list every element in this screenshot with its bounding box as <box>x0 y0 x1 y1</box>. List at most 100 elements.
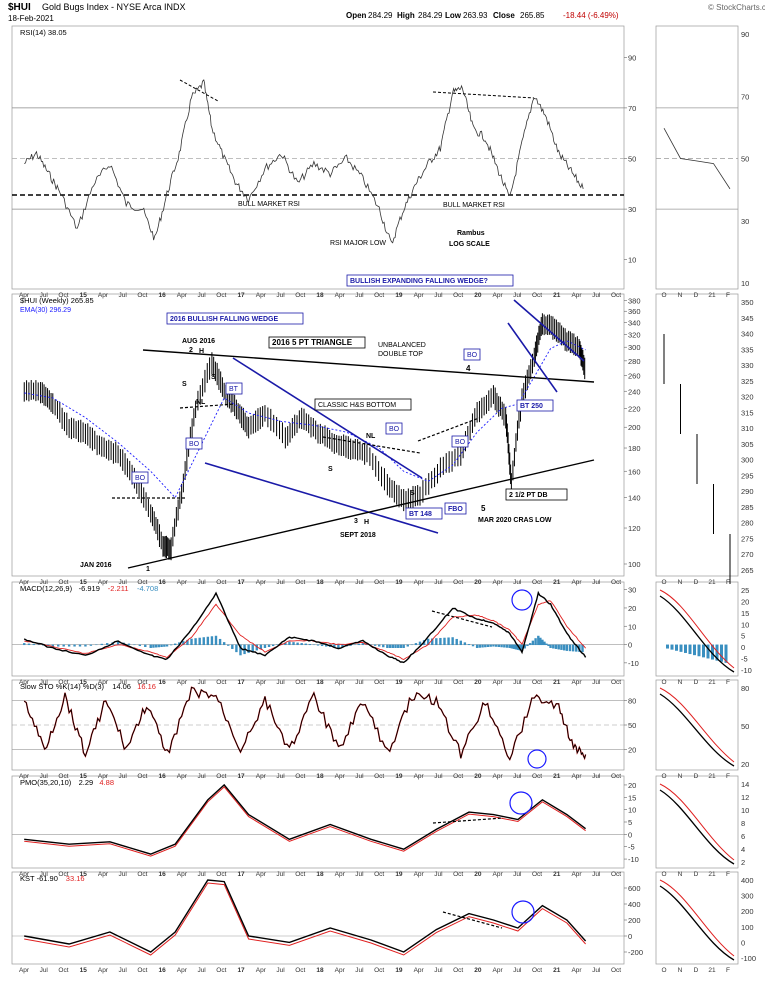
macd-histogram-bar <box>518 644 522 651</box>
side-signal-line <box>659 589 735 669</box>
macd-histogram-bar <box>549 644 552 648</box>
triangle-lower-line <box>127 459 595 569</box>
x-tick-label: Oct <box>611 292 621 299</box>
x-tick-label: 19 <box>395 579 403 586</box>
macd-histogram-bar <box>526 644 529 647</box>
macd-histogram-bar <box>210 636 214 646</box>
macd-histogram-bar <box>37 644 40 646</box>
macd-histogram-bar <box>227 644 230 646</box>
x-tick-label: Apr <box>414 579 425 586</box>
macd-histogram-bar <box>514 644 518 650</box>
macd-histogram-bar <box>373 644 377 646</box>
pmo-line <box>24 783 587 855</box>
annotation-text: BO <box>189 441 200 448</box>
side-y-tick-label: 10 <box>741 279 749 288</box>
macd-histogram-bar <box>160 644 163 648</box>
side-x-tick-label: 21 <box>708 679 716 686</box>
macd-histogram-bar <box>202 637 205 646</box>
x-tick-label: Jul <box>40 967 49 974</box>
side-osc-line <box>659 789 735 865</box>
annotation-box <box>185 437 203 450</box>
x-tick-label: Oct <box>295 773 305 780</box>
x-tick-label: Apr <box>256 773 267 780</box>
y-tick-label: 10 <box>628 622 636 631</box>
side-y-tick-label: 320 <box>741 393 754 402</box>
x-tick-label: Apr <box>571 579 582 586</box>
double-top-line <box>417 417 480 442</box>
side-x-tick-label: O <box>661 292 666 299</box>
annotation-text: BT <box>229 386 239 393</box>
x-tick-label: Oct <box>532 679 542 686</box>
side-y-tick-label: 305 <box>741 440 754 449</box>
highlight-circle <box>509 791 533 815</box>
x-tick-label: Jul <box>197 773 206 780</box>
side-x-tick-label: O <box>661 679 666 686</box>
side-y-tick-label: 100 <box>741 923 754 932</box>
x-tick-label: 21 <box>553 292 561 299</box>
legend-text: -2.211 <box>108 584 129 593</box>
x-tick-label: Oct <box>295 292 305 299</box>
y-tick-label: 70 <box>628 104 636 113</box>
kst-signal-line <box>24 882 586 956</box>
legend-text: MACD(12,26,9) <box>20 584 73 593</box>
x-tick-label: Apr <box>19 773 30 780</box>
side-y-tick-label: 50 <box>741 155 749 164</box>
x-tick-label: 21 <box>553 773 561 780</box>
y-tick-label: 240 <box>628 387 641 396</box>
macd-histogram-bar <box>414 643 418 646</box>
macd-histogram-bar <box>190 638 193 646</box>
x-tick-label: 17 <box>237 579 245 586</box>
x-tick-label: Oct <box>58 579 68 586</box>
chart-header: $HUI Gold Bugs Index - NYSE Arca INDX 18… <box>8 2 765 23</box>
x-tick-label: Oct <box>58 871 68 878</box>
macd-histogram-bar <box>531 640 535 646</box>
side-y-tick-label: 4 <box>741 845 745 854</box>
side-y-tick-label: 70 <box>741 92 749 101</box>
annotation-box <box>166 312 304 325</box>
x-tick-label: Apr <box>256 871 267 878</box>
side-y-tick-label: 325 <box>741 377 754 386</box>
macd-histogram-bar <box>560 644 563 650</box>
high-value: 284.29 <box>418 11 443 20</box>
y-tick-label: 400 <box>628 900 641 909</box>
x-tick-label: Jul <box>434 679 443 686</box>
side-macd-bar <box>706 644 710 659</box>
y-tick-label: 90 <box>628 53 636 62</box>
macd-histogram-bar <box>382 644 385 648</box>
x-tick-label: Jul <box>276 773 285 780</box>
macd-histogram-bar <box>397 644 400 648</box>
kst-line <box>24 879 587 953</box>
open-value: 284.29 <box>368 11 393 20</box>
open-label: Open <box>346 11 367 20</box>
side-x-tick-label: O <box>661 871 666 878</box>
macd-histogram-bar <box>557 644 560 650</box>
nl-line-2016 <box>179 403 235 409</box>
rsi-side-line <box>663 127 731 190</box>
macd-histogram-bar <box>333 644 336 648</box>
x-tick-label: 16 <box>159 292 167 299</box>
chart-date: 18-Feb-2021 <box>8 14 54 23</box>
side-x-tick-label: D <box>694 967 699 974</box>
side-macd-bar <box>724 644 728 663</box>
side-macd-bar <box>697 644 701 657</box>
x-tick-label: Apr <box>335 871 346 878</box>
annotation-text: CLASSIC H&S BOTTOM <box>318 402 396 409</box>
y-tick-label: 140 <box>628 494 641 503</box>
side-signal-line <box>659 687 735 763</box>
macd-histogram-bar <box>565 644 569 651</box>
change-value: -18.44 (-6.49%) <box>563 11 619 20</box>
close-value: 265.85 <box>520 11 545 20</box>
side-x-tick-label: 21 <box>708 292 716 299</box>
y-tick-label: 20 <box>628 746 636 755</box>
side-y-tick-label: 350 <box>741 298 754 307</box>
macd-histogram-bar <box>239 644 242 656</box>
side-y-tick-label: 12 <box>741 793 749 802</box>
side-y-tick-label: 20 <box>741 597 749 606</box>
high-label: High <box>397 11 415 20</box>
annotation-text: DOUBLE TOP <box>378 351 423 358</box>
y-tick-label: 10 <box>628 806 636 815</box>
y-tick-label: 600 <box>628 884 641 893</box>
x-tick-label: Oct <box>374 871 384 878</box>
side-y-tick-label: 25 <box>741 586 749 595</box>
side-x-tick-label: D <box>694 679 699 686</box>
